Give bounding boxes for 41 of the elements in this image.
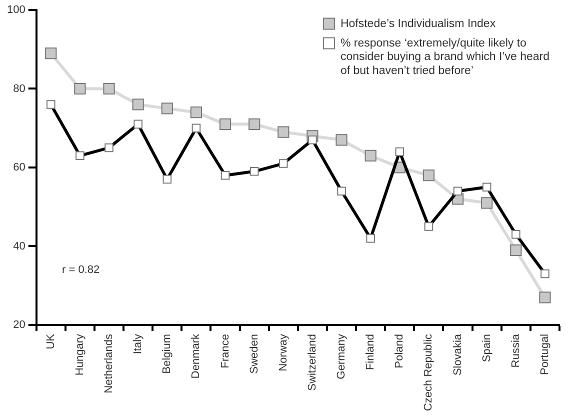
legend-label: Hofstede’s Individualism Index [340,18,496,30]
annotation: r = 0.82 [62,264,100,276]
y-tick-label: 20 [13,318,26,331]
x-tick-label: Switzerland [306,334,318,391]
x-tick-label: Italy [132,333,144,354]
point [248,118,260,130]
point [422,170,435,182]
point [278,126,290,138]
y-tick-label: 100 [6,4,26,16]
point [74,82,86,95]
y-tick-label: 40 [13,240,26,252]
x-tick-label: Slovakia [452,333,464,376]
point [481,197,493,209]
x-tick-label: Denmark [190,333,202,379]
point [103,82,115,95]
x-tick-label: Sweden [248,334,260,374]
x-tick-label: Russia [510,333,522,368]
point [45,48,57,60]
point [190,106,202,118]
point [539,292,551,304]
point [161,102,173,114]
y-tick-label: 60 [13,162,26,174]
point [510,244,522,256]
x-tick-label: Germany [336,333,348,380]
x-tick-label: Spain [480,334,493,362]
x-tick-label: Norway [277,333,290,372]
x-tick-label: Czech Republic [422,333,435,412]
x-tick-label: Belgium [161,334,174,374]
point [219,118,232,130]
x-tick-label: Finland [364,334,377,370]
y-tick-label: 80 [13,82,26,95]
x-tick-label: Hungary [74,333,86,376]
x-tick-label: Netherlands [103,333,116,394]
point [336,134,348,146]
x-tick-label: Poland [394,334,406,368]
x-tick-label: Portugal [539,334,551,375]
point [364,150,376,162]
x-tick-label: UK [44,333,57,350]
legend-label: % response ‘extremely/quite likely to consider buying a brand which I’ve heard of but haven’t tried before’ [340,37,550,78]
x-tick-label: France [219,334,232,368]
point [132,98,144,110]
